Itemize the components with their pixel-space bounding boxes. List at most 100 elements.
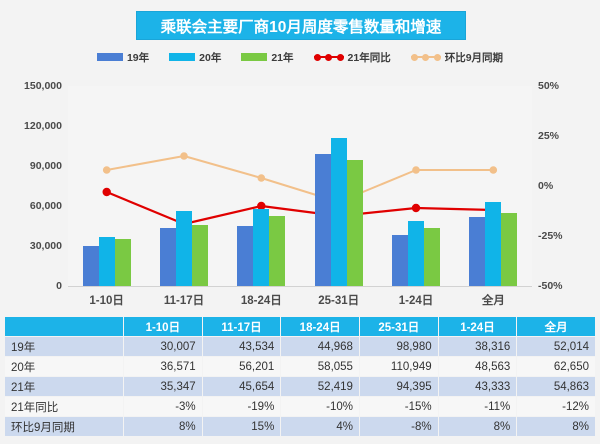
line-series-overlay <box>102 152 498 229</box>
legend-item-1: 19年 <box>96 50 149 65</box>
table-row-label-21年: 21年 <box>5 377 123 396</box>
y-axis-left-tick: 0 <box>56 280 62 292</box>
legend-item-2: 20年 <box>169 50 221 65</box>
table-cell-19年-18-24日: 44,968 <box>281 337 359 356</box>
legend-swatch-icon <box>241 53 268 61</box>
marker-21年同比-18-24日 <box>257 201 266 211</box>
line-21年同比 <box>106 190 494 226</box>
table-cell-环比9月同期-18-24日: 4% <box>281 417 359 436</box>
x-axis-tick-1-10日: 1-10日 <box>89 295 124 307</box>
y-axis-left-tick: 60,000 <box>29 200 62 212</box>
legend-line-icon <box>313 53 344 62</box>
table-body: 19年 30,007 43,534 44,968 98,980 38,316 52,014 2… <box>5 337 595 436</box>
table-cell-21年同比-1-24日: -11% <box>438 397 517 416</box>
x-axis-tick-全月: 全月 <box>481 295 505 307</box>
table-cell-21年-11-17日: 45,654 <box>202 377 281 396</box>
data-table: 1-10日 11-17日 18-24日 25-31日 1-24日 全月 19年 30,007… <box>4 316 596 437</box>
table-cell-20年-18-24日: 58,055 <box>281 357 359 376</box>
table-cell-环比9月同期-1-24日: 8% <box>438 417 517 436</box>
table-cell-21年-1-24日: 43,333 <box>438 377 517 396</box>
table-cell-21年同比-1-10日: -3% <box>124 397 202 416</box>
bar-20年-18-24日 <box>253 208 270 286</box>
y-axis-right-tick: 25% <box>538 130 560 142</box>
y-axis-right-tick: 0% <box>538 180 554 192</box>
bar-21年-全月 <box>501 212 518 286</box>
table-row: 环比9月同期 8% 15% 4% -8% 8% 8% <box>5 417 595 436</box>
bar-20年-全月 <box>485 202 502 286</box>
table-row-label-19年: 19年 <box>5 337 123 356</box>
table-cell-19年-全月: 52,014 <box>517 337 595 356</box>
bar-19年-11-17日 <box>160 227 176 286</box>
marker-环比9月同期-18-24日 <box>257 174 266 182</box>
bar-19年-25-31日 <box>314 154 331 286</box>
legend-label: 21年同比 <box>347 51 391 64</box>
table-cell-21年同比-18-24日: -10% <box>281 397 359 416</box>
table-header-1-24日: 1-24日 <box>438 317 517 336</box>
data-table-wrapper: 1-10日 11-17日 18-24日 25-31日 1-24日 全月 19年 30,007… <box>4 316 596 442</box>
marker-环比9月同期-全月 <box>489 166 498 174</box>
bar-21年-1-10日 <box>114 238 131 286</box>
y-axis-left-tick: 150,000 <box>24 80 62 92</box>
line-环比9月同期 <box>106 155 494 203</box>
table-row: 21年同比 -3% -19% -10% -15% -11% -12% <box>5 397 595 416</box>
bar-21年-25-31日 <box>346 160 363 286</box>
x-axis-baseline <box>68 286 532 287</box>
table-cell-20年-1-24日: 48,563 <box>438 357 517 376</box>
y-axis-left-tick: 30,000 <box>29 240 62 252</box>
table-header-row: 1-10日 11-17日 18-24日 25-31日 1-24日 全月 <box>5 317 595 336</box>
bar-19年-1-10日 <box>82 246 99 286</box>
bar-20年-25-31日 <box>330 138 347 286</box>
bar-19年-全月 <box>469 216 486 286</box>
table-header-18-24日: 18-24日 <box>281 317 359 336</box>
x-axis-tick-11-17日: 11-17日 <box>163 295 205 307</box>
bar-19年-1-24日 <box>392 234 408 286</box>
y-axis-right-tick: -50% <box>538 280 563 292</box>
table-row: 20年 36,571 56,201 58,055 110,949 48,563 62,650 <box>5 357 595 376</box>
bar-21年-11-17日 <box>191 225 208 286</box>
table-cell-20年-25-31日: 110,949 <box>359 357 438 376</box>
table-cell-21年同比-全月: -12% <box>517 397 595 416</box>
y-axis-left-tick: 120,000 <box>24 120 62 132</box>
table-header-11-17日: 11-17日 <box>202 317 281 336</box>
chart-plot-region: 150,000 120,000 90,000 60,000 30,000 0 50% 25%… <box>0 72 600 310</box>
legend-label: 20年 <box>199 51 222 64</box>
x-axis-tick-1-24日: 1-24日 <box>398 295 434 307</box>
marker-环比9月同期-11-17日 <box>180 152 188 160</box>
table-cell-19年-25-31日: 98,980 <box>359 337 438 356</box>
table-header-corner <box>5 317 123 336</box>
table-cell-20年-11-17日: 56,201 <box>202 357 281 376</box>
table-cell-环比9月同期-25-31日: -8% <box>359 417 438 436</box>
table-cell-19年-1-10日: 30,007 <box>124 337 202 356</box>
legend-label: 环比9月同期 <box>444 51 504 64</box>
table-cell-21年-1-10日: 35,347 <box>124 377 202 396</box>
table-cell-19年-11-17日: 43,534 <box>202 337 281 356</box>
table-cell-20年-1-10日: 36,571 <box>124 357 202 376</box>
table-row-label-21年同比: 21年同比 <box>5 397 123 416</box>
legend-swatch-icon <box>169 53 196 61</box>
y-axis-right-tick: -25% <box>538 230 563 242</box>
legend-swatch-icon <box>96 53 123 61</box>
chart-title-banner: 乘联会主要厂商10月周度零售数量和增速 <box>136 11 466 40</box>
table-header-25-31日: 25-31日 <box>359 317 438 336</box>
table-cell-21年-25-31日: 94,395 <box>359 377 438 396</box>
table-row-label-环比9月同期: 环比9月同期 <box>5 417 123 436</box>
bar-19年-18-24日 <box>237 226 254 286</box>
table-cell-环比9月同期-1-10日: 8% <box>124 417 202 436</box>
chart-legend: 19年 20年 21年 21年同比 环比9月同期 <box>0 47 600 67</box>
table-header-全月: 全月 <box>517 317 595 336</box>
bar-20年-11-17日 <box>176 211 192 286</box>
table-row: 19年 30,007 43,534 44,968 98,980 38,316 52,014 <box>5 337 595 356</box>
table-cell-环比9月同期-11-17日: 15% <box>202 417 281 436</box>
table-header-1-10日: 1-10日 <box>124 317 202 336</box>
table-row-label-20年: 20年 <box>5 357 123 376</box>
y-axis-right-tick: 50% <box>538 80 560 92</box>
table-cell-19年-1-24日: 38,316 <box>438 337 517 356</box>
legend-item-5: 环比9月同期 <box>410 50 504 65</box>
table-cell-环比9月同期-全月: 8% <box>517 417 595 436</box>
legend-item-4: 21年同比 <box>313 50 391 65</box>
plot-area <box>68 86 532 286</box>
x-axis-tick-18-24日: 18-24日 <box>240 295 282 307</box>
legend-item-3: 21年 <box>241 50 294 65</box>
page-title: 乘联会主要厂商10月周度零售数量和增速 <box>160 18 442 36</box>
